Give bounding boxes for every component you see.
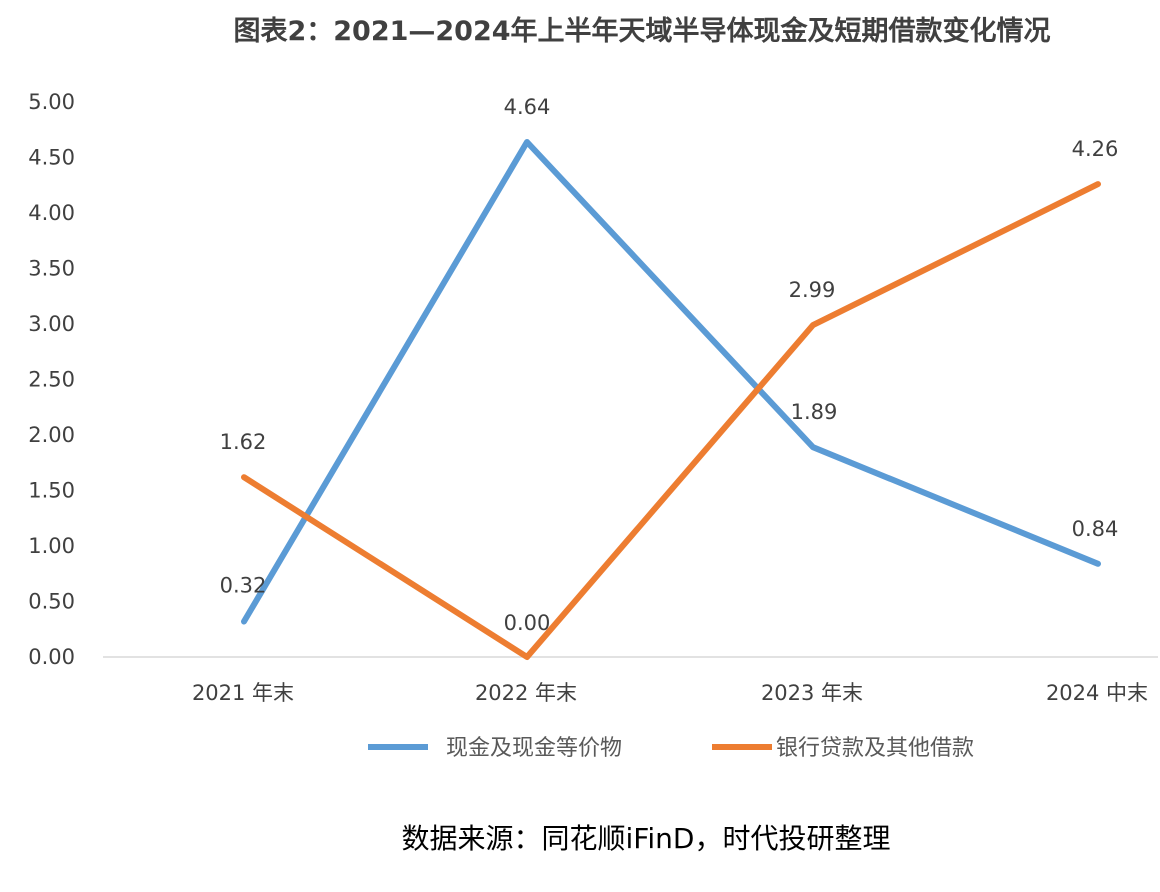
data-label: 4.26 bbox=[1072, 137, 1119, 161]
x-axis: 2021 年末 2022 年末 2023 年末 2024 中末 bbox=[192, 681, 1148, 705]
data-label: 1.89 bbox=[791, 400, 838, 424]
y-tick-label: 1.00 bbox=[28, 534, 75, 558]
y-axis: 0.00 0.50 1.00 1.50 2.00 2.50 3.00 3.50 4.00 4.50… bbox=[28, 90, 75, 669]
y-tick-label: 1.50 bbox=[28, 479, 75, 503]
chart-title: 图表2：2021—2024年上半年天域半导体现金及短期借款变化情况 bbox=[233, 15, 1050, 47]
legend: 现金及现金等价物 银行贷款及其他借款 bbox=[368, 736, 974, 761]
legend-label-1: 现金及现金等价物 bbox=[446, 736, 622, 761]
y-tick-label: 0.00 bbox=[28, 645, 75, 669]
plot-area bbox=[241, 139, 1101, 660]
series-line-2 bbox=[241, 181, 1101, 660]
data-label: 0.00 bbox=[504, 611, 551, 635]
y-tick-label: 2.00 bbox=[28, 423, 75, 447]
y-tick-label: 0.50 bbox=[28, 590, 75, 614]
y-tick-label: 2.50 bbox=[28, 368, 75, 392]
data-labels: 0.32 4.64 1.89 0.84 1.62 0.00 2.99 4.26 bbox=[220, 95, 1119, 635]
data-label: 1.62 bbox=[220, 430, 267, 454]
x-tick-label: 2024 中末 bbox=[1046, 681, 1148, 705]
data-label: 0.84 bbox=[1072, 517, 1119, 541]
x-tick-label: 2023 年末 bbox=[761, 681, 863, 705]
y-tick-label: 5.00 bbox=[28, 90, 75, 114]
y-tick-label: 3.00 bbox=[28, 312, 75, 336]
y-tick-label: 4.50 bbox=[28, 146, 75, 170]
series-line-1 bbox=[241, 139, 1101, 625]
data-label: 0.32 bbox=[220, 573, 267, 597]
y-tick-label: 3.50 bbox=[28, 257, 75, 281]
data-label: 4.64 bbox=[504, 95, 551, 119]
x-tick-label: 2021 年末 bbox=[192, 681, 294, 705]
source-note: 数据来源：同花顺iFinD，时代投研整理 bbox=[402, 822, 891, 855]
x-tick-label: 2022 年末 bbox=[475, 681, 577, 705]
y-tick-label: 4.00 bbox=[28, 201, 75, 225]
data-label: 2.99 bbox=[789, 278, 836, 302]
legend-label-2: 银行贷款及其他借款 bbox=[776, 736, 974, 761]
